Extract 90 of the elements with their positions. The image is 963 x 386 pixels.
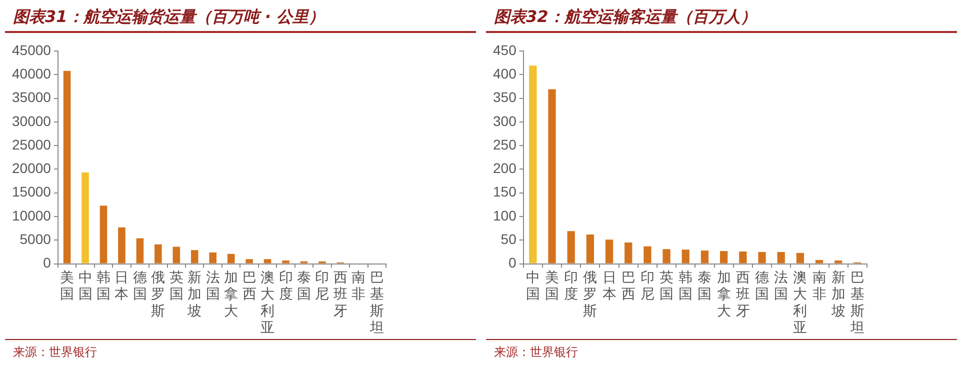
y-tick-label: 40000 (12, 66, 52, 82)
x-tick-label: 俄罗斯 (151, 270, 166, 320)
x-tick-label: 巴西 (621, 270, 636, 303)
x-tick-label: 日本 (602, 270, 616, 303)
bar (63, 70, 71, 264)
chart-title: 图表32：航空运输客运量（百万人） (486, 0, 957, 33)
y-tick-label: 35000 (12, 89, 52, 106)
y-tick-label: 50 (500, 231, 517, 248)
y-tick-label: 150 (493, 184, 517, 200)
y-tick-label: 0 (508, 254, 517, 271)
source-note: 来源：世界银行 (5, 339, 476, 365)
bar (605, 240, 614, 264)
x-tick-label: 巴基斯坦 (368, 270, 384, 336)
bar (246, 259, 253, 264)
y-tick-label: 20000 (12, 160, 52, 176)
x-tick-label: 日本 (114, 270, 129, 303)
bar (282, 260, 290, 264)
source-note: 来源：世界银行 (486, 339, 957, 365)
bar (567, 231, 575, 264)
bar (100, 206, 108, 264)
y-tick-label: 250 (493, 136, 517, 152)
x-tick-label: 西班牙 (333, 270, 348, 320)
bar (624, 242, 632, 264)
x-tick-label: 泰国 (296, 270, 311, 303)
x-tick-label: 韩国 (96, 270, 110, 303)
x-tick-label: 中国 (78, 270, 92, 303)
bar (172, 246, 180, 264)
x-tick-label: 泰国 (698, 270, 712, 303)
x-tick-label: 印尼 (315, 270, 330, 303)
bar (700, 250, 709, 264)
bar (662, 249, 670, 264)
x-tick-label: 澳大利亚 (260, 270, 275, 336)
x-tick-label: 南非 (812, 270, 826, 303)
bar (739, 252, 747, 264)
x-tick-label: 法国 (206, 270, 220, 303)
chart-title: 图表31：航空运输货运量（百万吨 · 公里） (5, 0, 476, 33)
bar (136, 238, 144, 264)
bar (644, 246, 652, 264)
bar (529, 66, 537, 264)
bar (209, 252, 216, 264)
x-tick-label: 英国 (169, 270, 184, 303)
x-tick-label: 巴基斯坦 (849, 270, 864, 336)
x-tick-label: 澳大利亚 (793, 270, 808, 336)
x-tick-label: 俄罗斯 (583, 270, 598, 320)
x-tick-label: 德国 (755, 270, 769, 303)
y-tick-label: 5000 (20, 231, 52, 248)
y-tick-label: 200 (493, 160, 517, 176)
x-tick-label: 英国 (660, 270, 674, 303)
y-tick-label: 45000 (12, 42, 52, 58)
x-tick-label: 中国 (526, 270, 540, 303)
x-tick-label: 印度 (564, 270, 578, 303)
bar (548, 89, 556, 264)
bar (190, 250, 198, 264)
x-tick-label: 美国 (60, 270, 74, 303)
y-tick-label: 15000 (12, 184, 52, 200)
x-tick-label: 法国 (774, 270, 788, 303)
x-tick-label: 加拿大 (716, 270, 731, 320)
x-tick-label: 加拿大 (224, 270, 238, 320)
bar (682, 250, 690, 264)
x-tick-label: 新加坡 (186, 270, 202, 320)
y-tick-label: 0 (43, 254, 52, 271)
y-tick-label: 400 (493, 66, 517, 82)
bar (758, 252, 766, 264)
bar (720, 251, 728, 264)
bar (118, 227, 126, 264)
bar (82, 172, 89, 264)
x-tick-label: 新加坡 (830, 270, 846, 320)
x-tick-label: 韩国 (678, 270, 693, 303)
y-tick-label: 30000 (12, 112, 52, 129)
x-tick-label: 印度 (278, 270, 293, 303)
x-tick-label: 印尼 (640, 270, 654, 303)
y-tick-label: 450 (493, 42, 517, 58)
bar (586, 234, 594, 264)
y-tick-label: 350 (493, 89, 517, 106)
bar (815, 260, 824, 264)
bar (154, 244, 162, 264)
x-tick-label: 美国 (544, 270, 559, 303)
x-tick-label: 德国 (132, 270, 147, 303)
y-tick-label: 100 (493, 207, 517, 224)
bar (796, 252, 804, 264)
x-tick-label: 南非 (352, 270, 366, 303)
y-tick-label: 25000 (12, 136, 52, 152)
bar (227, 254, 235, 264)
y-tick-label: 300 (493, 112, 517, 129)
bar (834, 260, 842, 264)
bar (777, 252, 785, 264)
y-tick-label: 10000 (12, 207, 52, 224)
x-tick-label: 西班牙 (736, 270, 750, 320)
bar (264, 259, 272, 264)
x-tick-label: 巴西 (242, 270, 256, 303)
